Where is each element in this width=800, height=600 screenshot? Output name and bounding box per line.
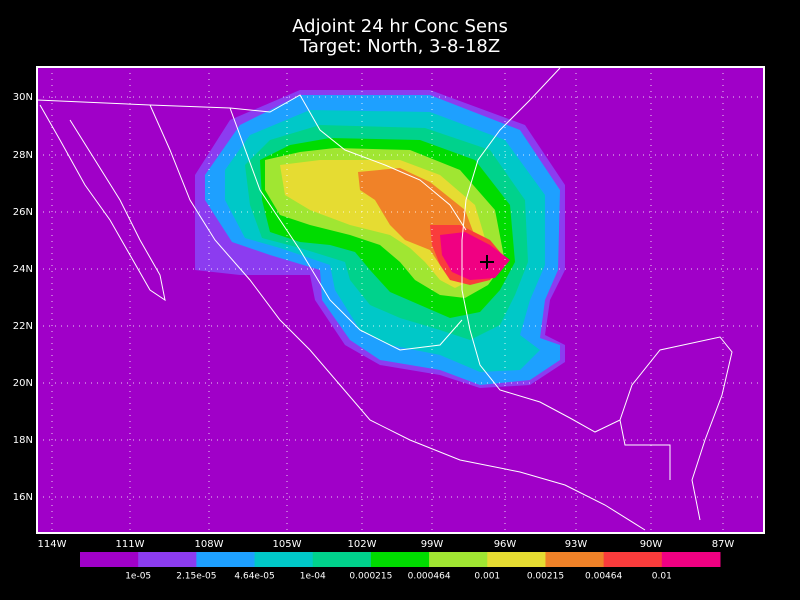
lon-label: 114W: [38, 539, 67, 550]
colorbar-label: 2.15e-05: [176, 572, 216, 582]
colorbar-box: [487, 552, 546, 567]
yucatan: [619, 419, 671, 480]
lon-label: 111W: [116, 539, 145, 550]
colorbar-label: 1e-05: [125, 572, 151, 582]
coastlines: [36, 67, 733, 531]
lat-label: 22N: [13, 321, 33, 332]
colorbar-box: [545, 552, 605, 567]
lon-label: 87W: [712, 539, 735, 550]
colorbar-box: [80, 552, 139, 567]
subtitle: Target: North, 3-8-18Z: [299, 36, 500, 57]
colorbar: 1e-05 2.15e-05 4.64e-05 1e-04 0.000215 0.0004…: [80, 552, 721, 582]
lon-label: 93W: [565, 539, 588, 550]
colorbar-box: [603, 552, 663, 567]
lat-label: 20N: [13, 378, 33, 389]
colorbar-box: [196, 552, 256, 567]
lat-label: 28N: [13, 150, 33, 161]
colorbar-label: 0.000464: [408, 572, 451, 582]
states: [229, 107, 463, 351]
colorbar-label: 4.64e-05: [234, 572, 274, 582]
contour-level: [440, 232, 510, 280]
pacific-coast: [149, 104, 646, 531]
colorbar-label: 0.00215: [527, 572, 564, 582]
colorbar-label: 0.00464: [585, 572, 622, 582]
lat-label: 30N: [13, 92, 33, 103]
map-frame: [36, 66, 765, 534]
colorbar-box: [254, 552, 314, 567]
lon-label: 108W: [195, 539, 224, 550]
lon-label: 99W: [421, 539, 444, 550]
colorbar-label: 0.01: [652, 572, 672, 582]
colorbar-label: 0.000215: [349, 572, 392, 582]
colorbar-label: 1e-04: [300, 572, 326, 582]
lat-label: 18N: [13, 435, 33, 446]
colorbar-box: [429, 552, 488, 567]
lon-label: 102W: [348, 539, 377, 550]
colorbar-box: [138, 552, 197, 567]
lon-label: 105W: [273, 539, 302, 550]
contours: [195, 90, 565, 388]
lon-label: 96W: [494, 539, 517, 550]
lat-label: 16N: [13, 492, 33, 503]
baja-coast: [39, 104, 166, 302]
colorbar-box: [312, 552, 372, 567]
border: [36, 94, 467, 231]
title: Adjoint 24 hr Conc Sens: [292, 16, 508, 37]
gulf-coast: [461, 67, 733, 521]
colorbar-box: [661, 552, 721, 567]
lon-label: 90W: [640, 539, 663, 550]
lat-label: 26N: [13, 207, 33, 218]
lat-label: 24N: [13, 264, 33, 275]
colorbar-label: 0.001: [474, 572, 500, 582]
colorbar-box: [370, 552, 430, 567]
target-marker: [480, 255, 494, 269]
